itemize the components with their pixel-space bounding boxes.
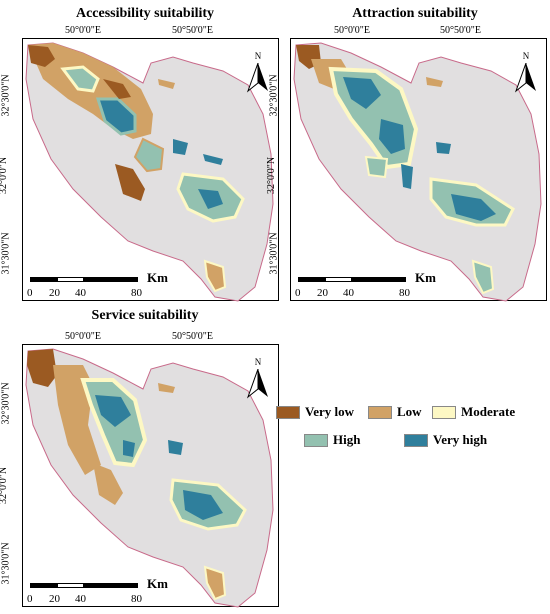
panel-1-north-label: N — [254, 51, 262, 61]
panel-2-title: Attraction suitability — [352, 6, 478, 21]
panel-1-map-frame: N Km 0 20 40 80 — [22, 38, 279, 302]
panel-3-north-label: N — [254, 357, 262, 367]
panel-1-scalebar — [30, 277, 138, 282]
panel-3-scale-unit: Km — [147, 576, 168, 591]
panel-3-title: Service suitability — [91, 308, 199, 323]
legend-label-high: High — [333, 432, 361, 447]
legend-swatch-moderate — [432, 405, 456, 419]
panel-3-lat-label-3: 31°30'0"N — [0, 542, 12, 585]
panel-2-scale-tick-40: 40 — [343, 287, 354, 299]
panel-1-scale-tick-0: 0 — [27, 287, 33, 299]
legend-label-low: Low — [397, 404, 422, 419]
legend-item-high: High — [304, 432, 360, 448]
legend-swatch-very-high — [404, 433, 428, 447]
panel-1-scale-unit: Km — [147, 270, 168, 285]
panel-3-scale-tick-80: 80 — [131, 593, 142, 605]
panel-1-lat-label-3: 31°30'0"N — [0, 232, 12, 275]
panel-1-title: Accessibility suitability — [75, 6, 215, 21]
panel-2-scalebar — [298, 277, 406, 282]
north-arrow-icon — [246, 368, 268, 399]
north-arrow-icon — [246, 62, 268, 93]
panel-3-scale-tick-20: 20 — [49, 593, 60, 605]
panel-2-lon-label-1: 50°0'0"E — [334, 25, 370, 36]
legend-swatch-low — [368, 405, 392, 419]
legend: Very low Low Moderate High Very high — [276, 398, 546, 448]
panel-3-map-frame: N Km 0 20 40 80 — [22, 344, 279, 608]
panel-3-lon-label-1: 50°0'0"E — [65, 331, 101, 342]
panel-2-north-label: N — [522, 51, 530, 61]
panel-3-lat-label-2: 32°0'0"N — [0, 466, 10, 505]
panel-3-lon-label-2: 50°50'0"E — [172, 331, 213, 342]
panel-2-north-arrow: N — [514, 51, 538, 93]
panel-2-lat-label-3: 31°30'0"N — [268, 232, 280, 275]
panel-3-north-arrow: N — [246, 357, 270, 399]
legend-item-low: Low — [368, 404, 422, 420]
panel-1-lon-label-1: 50°0'0"E — [65, 25, 101, 36]
panel-3-scale-tick-40: 40 — [75, 593, 86, 605]
legend-item-very-low: Very low — [276, 404, 354, 420]
north-arrow-icon — [514, 62, 536, 93]
panel-1-scale-tick-80: 80 — [131, 287, 142, 299]
panel-1-lat-label-1: 32°30'0"N — [0, 74, 12, 117]
panel-2-scale-tick-0: 0 — [295, 287, 301, 299]
panel-3-lat-label-1: 32°30'0"N — [0, 382, 12, 425]
panel-2-lon-label-2: 50°50'0"E — [440, 25, 481, 36]
panel-2-scale-tick-80: 80 — [399, 287, 410, 299]
legend-label-very-high: Very high — [433, 432, 488, 447]
legend-item-very-high: Very high — [404, 432, 487, 448]
panel-1-lon-label-2: 50°50'0"E — [172, 25, 213, 36]
panel-1-map — [25, 42, 274, 302]
panel-1-scale-tick-40: 40 — [75, 287, 86, 299]
panel-2-scale-unit: Km — [415, 270, 436, 285]
panel-3-map — [25, 348, 274, 608]
panel-2-map-frame: N Km 0 20 40 80 — [290, 38, 547, 302]
panel-2-lat-label-1: 32°30'0"N — [268, 74, 280, 117]
legend-swatch-high — [304, 433, 328, 447]
panel-3-scalebar — [30, 583, 138, 588]
panel-2-lat-label-2: 32°0'0"N — [266, 156, 278, 195]
panel-2-map — [293, 42, 542, 302]
legend-item-moderate: Moderate — [432, 404, 515, 420]
legend-swatch-very-low — [276, 405, 300, 419]
panel-1-north-arrow: N — [246, 51, 270, 93]
panel-2-scale-tick-20: 20 — [317, 287, 328, 299]
legend-label-moderate: Moderate — [461, 404, 516, 419]
panel-3-scale-tick-0: 0 — [27, 593, 33, 605]
legend-label-very-low: Very low — [305, 404, 354, 419]
panel-1-lat-label-2: 32°0'0"N — [0, 156, 10, 195]
panel-1-scale-tick-20: 20 — [49, 287, 60, 299]
